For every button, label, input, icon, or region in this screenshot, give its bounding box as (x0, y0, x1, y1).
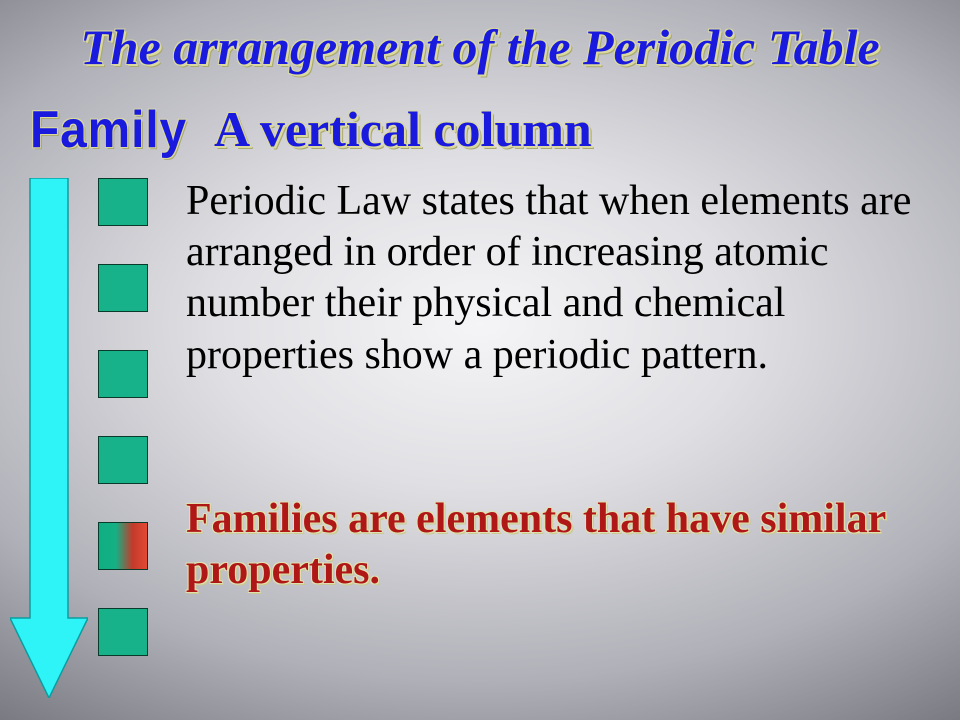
element-box (98, 436, 148, 484)
element-box (98, 350, 148, 398)
family-label: Family (30, 100, 187, 160)
slide-title: The arrangement of the Periodic Table (0, 18, 960, 76)
slide: The arrangement of the Periodic Table Fa… (0, 0, 960, 720)
element-column (98, 178, 148, 656)
families-text: Families are elements that have similar … (186, 494, 926, 596)
element-box (98, 264, 148, 312)
periodic-law-text: Periodic Law states that when elements a… (186, 176, 926, 381)
element-box (98, 608, 148, 656)
element-box (98, 178, 148, 226)
subtitle: A vertical column (214, 100, 592, 158)
down-arrow-icon (10, 178, 88, 698)
element-box-highlight (98, 522, 148, 570)
